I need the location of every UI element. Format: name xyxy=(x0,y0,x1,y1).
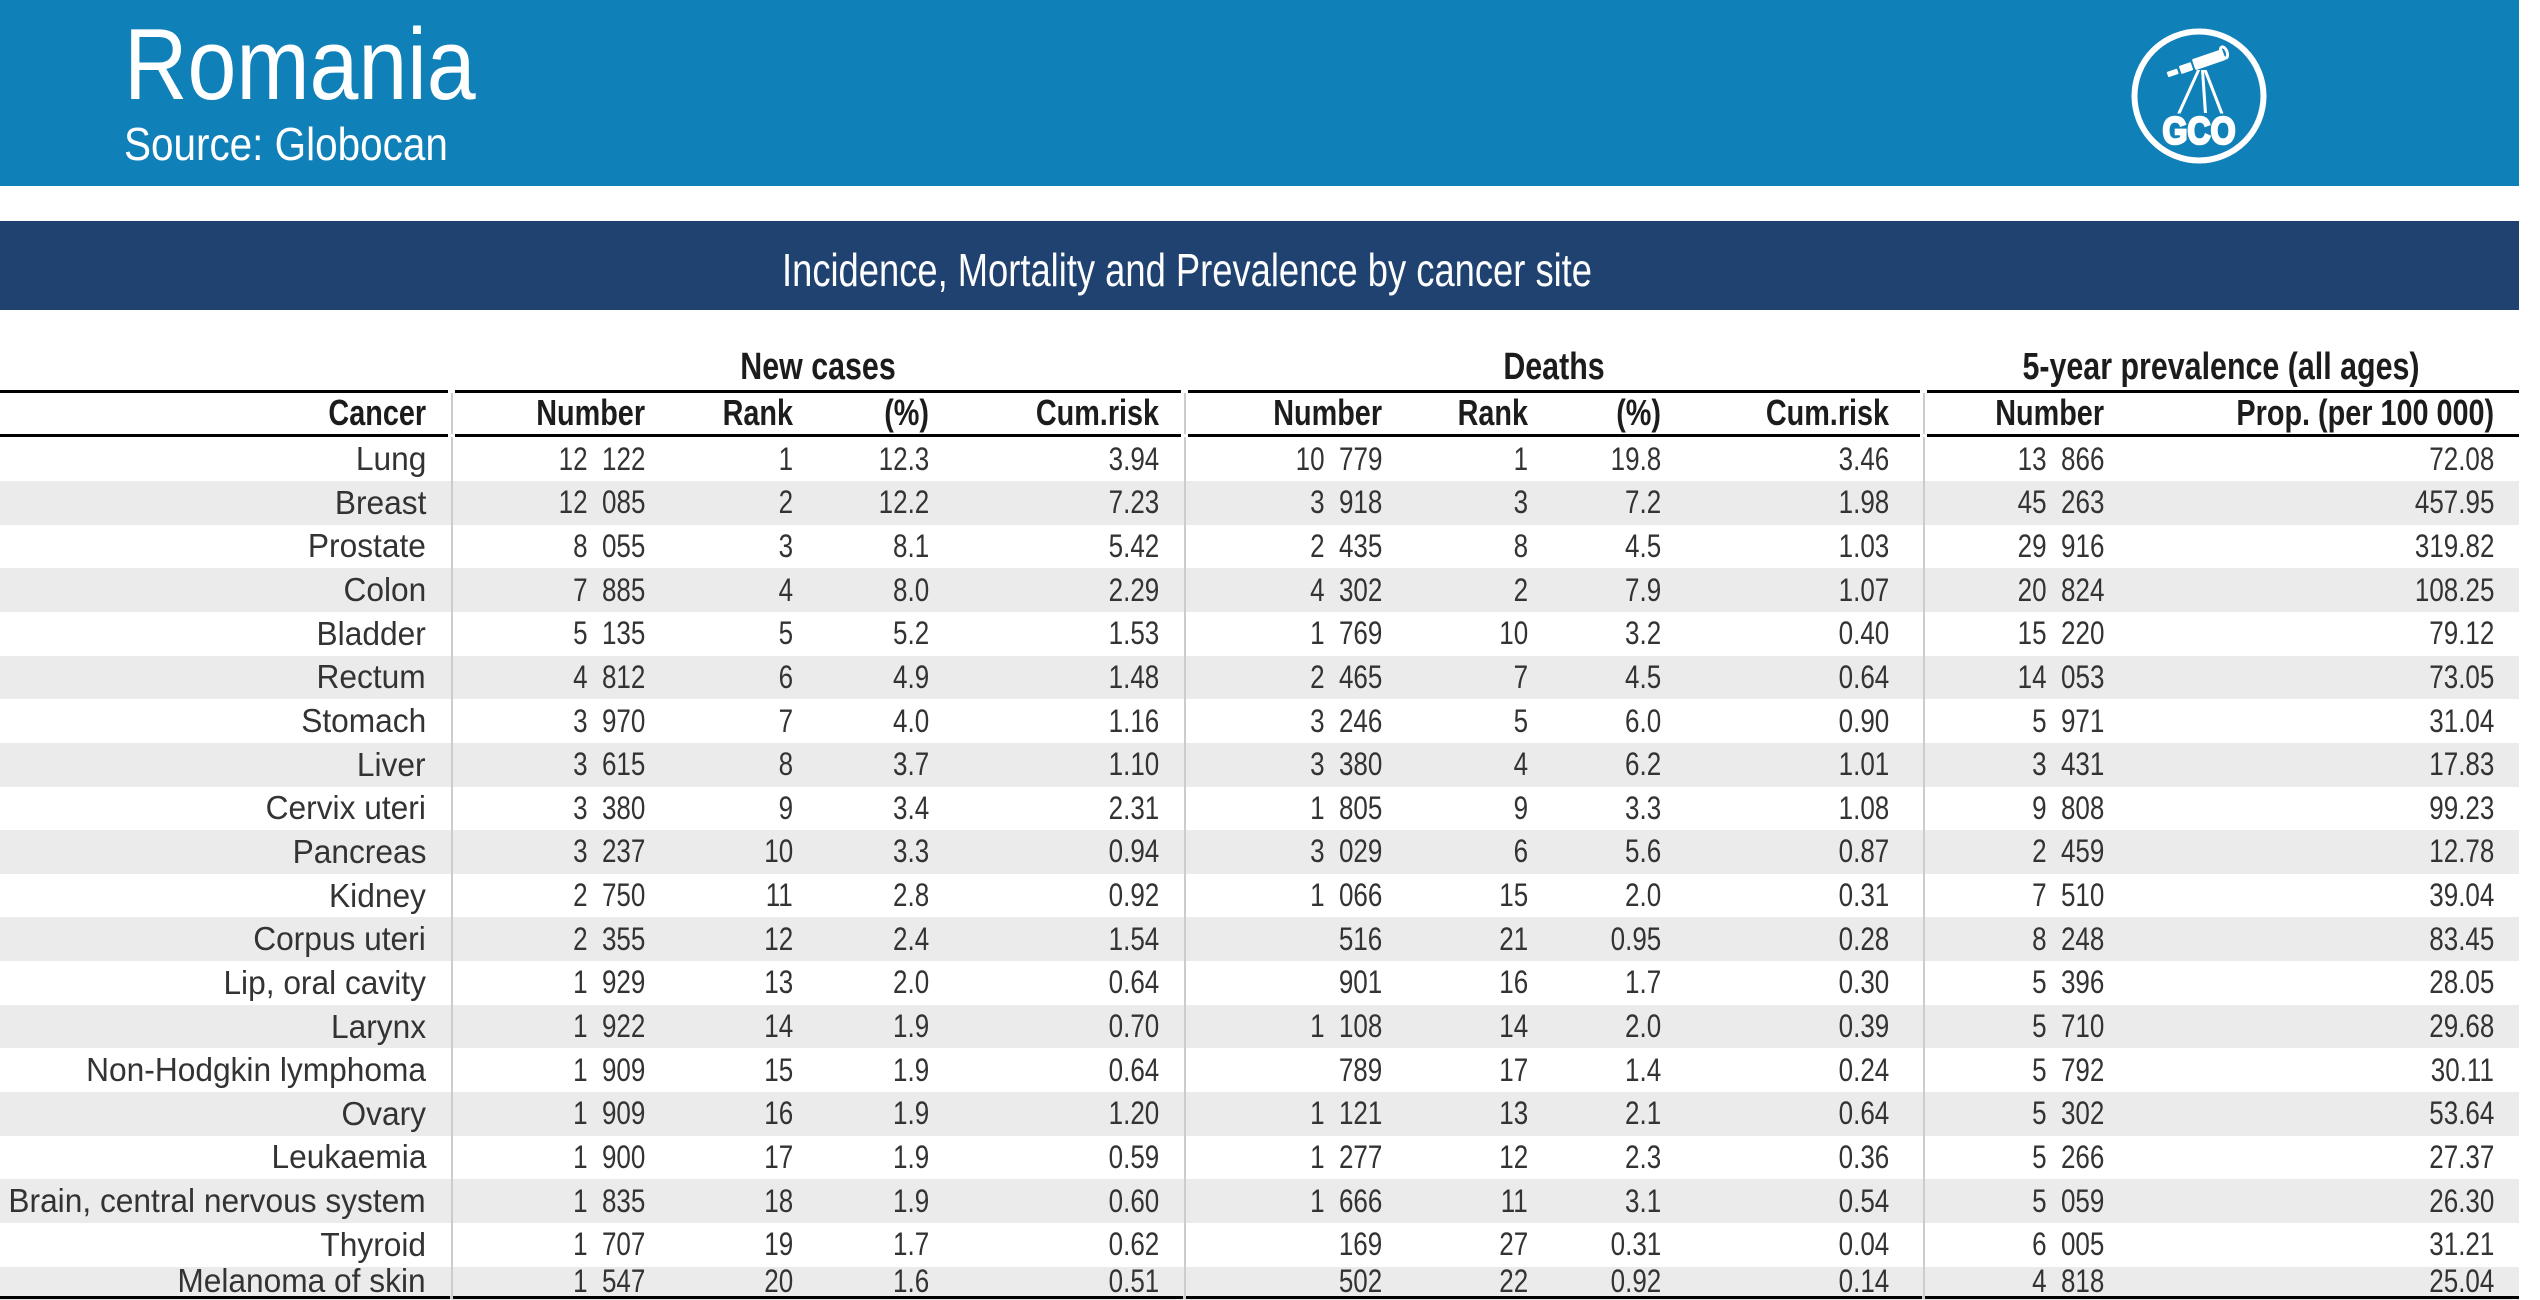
svg-text:GCO: GCO xyxy=(2163,111,2236,153)
